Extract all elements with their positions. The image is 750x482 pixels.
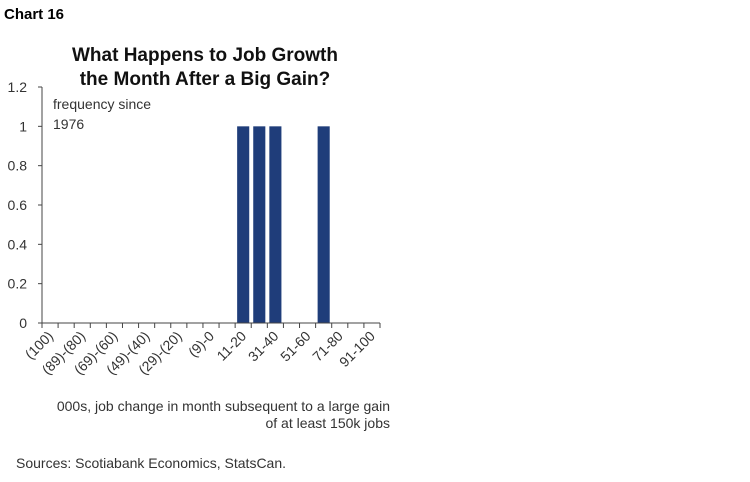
bars xyxy=(237,126,330,323)
bar-11-20 xyxy=(237,126,250,323)
bar-31-40 xyxy=(269,126,282,323)
bar-21-30 xyxy=(253,126,266,323)
x-axis-title: 000s, job change in month subsequent to … xyxy=(0,398,390,432)
chart-title: What Happens to Job Growth the Month Aft… xyxy=(40,44,370,92)
bar-61-70 xyxy=(317,126,330,323)
x-tick-label: 11-20 xyxy=(213,328,249,364)
y-tick-label: 1 xyxy=(19,118,27,134)
y-tick-label: 0 xyxy=(19,315,27,331)
chart-label: Chart 16 xyxy=(4,6,65,23)
x-tick-label: (9)-0 xyxy=(185,328,217,360)
source-note: Sources: Scotiabank Economics, StatsCan. xyxy=(16,455,287,471)
y-tick-label: 0.2 xyxy=(8,276,28,292)
x-tick-label: 31-40 xyxy=(245,328,282,365)
chart-title-line-2: the Month After a Big Gain? xyxy=(79,69,331,90)
x-axis: (100)(89)-(80)(69)-(60)(49)-(40)(29)-(20… xyxy=(22,322,381,378)
unit-note: frequency since 1976 xyxy=(53,94,173,134)
y-axis: 0 0.2 0.4 0.6 0.8 1 1.2 xyxy=(8,79,43,331)
x-tick-label: 51-60 xyxy=(277,328,314,365)
y-tick-label: 1.2 xyxy=(8,79,28,95)
chart-title-line-1: What Happens to Job Growth xyxy=(72,45,338,66)
unit-note-line-2: 1976 xyxy=(53,116,85,132)
y-tick-label: 0.4 xyxy=(8,236,28,252)
x-tick-label: 91-100 xyxy=(336,328,378,370)
unit-note-line-1: frequency since xyxy=(53,96,152,112)
x-axis-title-line-1: 000s, job change in month subsequent to … xyxy=(56,398,390,414)
x-axis-title-line-2: of at least 150k jobs xyxy=(265,415,390,431)
y-tick-label: 0.8 xyxy=(8,158,28,174)
y-tick-label: 0.6 xyxy=(8,197,28,213)
